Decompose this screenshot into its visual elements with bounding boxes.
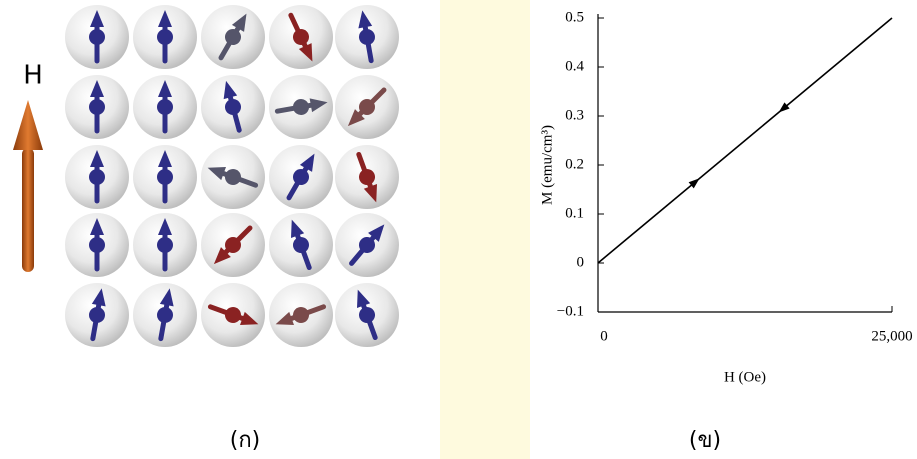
spin bbox=[201, 75, 265, 139]
spin bbox=[269, 283, 333, 347]
y-tick-label: 0 bbox=[577, 254, 585, 270]
panel-label: (ข) bbox=[689, 428, 721, 453]
field-label: H bbox=[23, 61, 43, 91]
y-tick-label: 0.3 bbox=[565, 107, 584, 123]
y-tick-label: 0.2 bbox=[565, 156, 584, 172]
spin bbox=[65, 5, 129, 69]
panel-label: (ก) bbox=[230, 428, 261, 453]
spin bbox=[269, 75, 333, 139]
spin bbox=[201, 213, 265, 277]
spin bbox=[133, 75, 197, 139]
spin-grid bbox=[65, 5, 399, 347]
y-tick-label: −0.1 bbox=[557, 303, 584, 319]
spin-ball bbox=[157, 237, 173, 253]
spin-ball bbox=[89, 29, 105, 45]
spin bbox=[65, 75, 129, 139]
spin bbox=[201, 145, 265, 209]
data-line bbox=[598, 18, 892, 263]
x-tick-label: 0 bbox=[600, 328, 608, 344]
spin bbox=[133, 5, 197, 69]
spin bbox=[201, 283, 265, 347]
spin-ball bbox=[89, 99, 105, 115]
spin bbox=[269, 213, 333, 277]
figure: H (ก) (ข) H (Oe) M (emu/cm³) −0.1 0 0.1 0.2… bbox=[0, 0, 917, 459]
spin bbox=[269, 5, 333, 69]
spin bbox=[65, 213, 129, 277]
spin bbox=[65, 283, 129, 347]
x-axis-label: H (Oe) bbox=[724, 369, 766, 385]
watermark bbox=[440, 0, 530, 459]
spin-ball bbox=[89, 169, 105, 185]
spin-ball bbox=[157, 99, 173, 115]
spin bbox=[133, 145, 197, 209]
y-axis-label: M (emu/cm³) bbox=[539, 125, 555, 205]
spin bbox=[335, 75, 399, 139]
spin bbox=[335, 5, 399, 69]
spin bbox=[335, 283, 399, 347]
spin-ball bbox=[157, 169, 173, 185]
field-arrow bbox=[13, 100, 43, 272]
spin bbox=[65, 145, 129, 209]
plot: −0.1 0 0.1 0.2 0.3 0.4 0.5 0 25,000 bbox=[557, 9, 913, 344]
spin bbox=[133, 283, 197, 347]
spin bbox=[201, 5, 265, 69]
page: { "field_label": "H", "panel_labels": ["… bbox=[0, 0, 917, 459]
y-tick-label: 0.4 bbox=[565, 58, 584, 74]
spin-ball bbox=[157, 29, 173, 45]
y-tick-label: 0.1 bbox=[565, 205, 584, 221]
spin-ball bbox=[89, 237, 105, 253]
x-tick-label: 25,000 bbox=[871, 328, 912, 344]
y-tick-label: 0.5 bbox=[565, 9, 584, 25]
spin bbox=[269, 145, 333, 209]
spin bbox=[335, 213, 399, 277]
spin bbox=[133, 213, 197, 277]
spin bbox=[335, 145, 399, 209]
